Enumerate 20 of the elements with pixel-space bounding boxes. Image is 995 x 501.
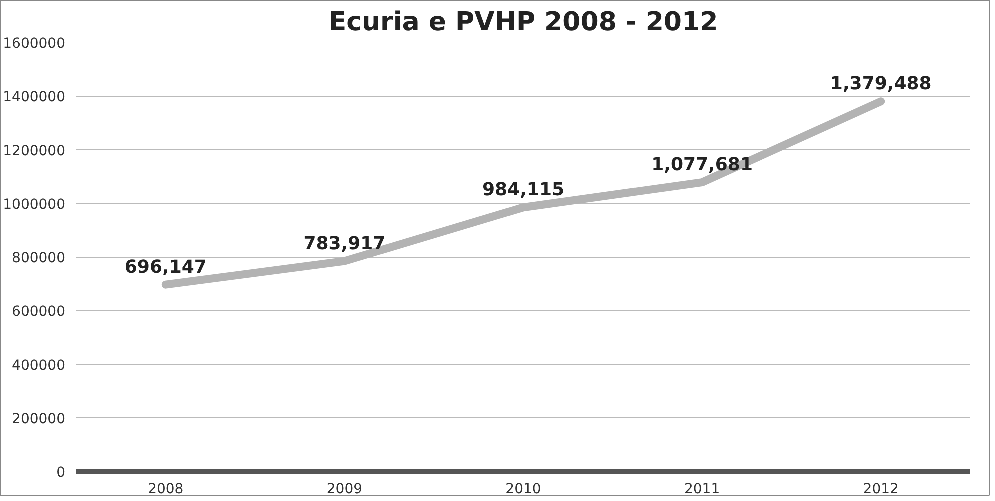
y-tick-label: 1400000 [3,90,66,106]
data-label: 1,379,488 [830,74,932,95]
data-label: 783,917 [304,233,386,254]
x-tick-label: 2010 [506,482,542,498]
x-tick-label: 2012 [863,482,899,498]
chart-title: Ecuria e PVHP 2008 - 2012 [328,8,718,38]
y-tick-label: 1000000 [3,196,66,213]
x-tick-label: 2008 [148,482,184,498]
data-label: 984,115 [482,180,564,201]
x-tick-label: 2009 [326,482,363,498]
x-tick-label: 2011 [684,482,720,498]
data-label: 696,147 [124,256,207,278]
y-tick-label: 800000 [12,250,66,266]
y-tick-label: 1200000 [3,143,66,160]
y-tick-label: 0 [56,465,66,481]
y-tick-label: 600000 [12,304,66,320]
y-tick-label: 400000 [12,358,66,374]
data-label: 1,077,681 [652,154,753,176]
y-tick-label: 200000 [12,411,66,428]
y-tick-label: 1600000 [3,36,66,52]
